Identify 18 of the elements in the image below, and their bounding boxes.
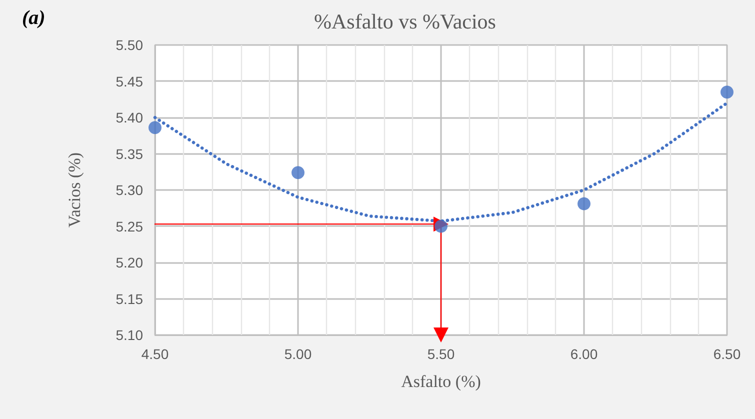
x-tick-label: 6.50 bbox=[713, 346, 741, 362]
y-tick-label: 5.50 bbox=[116, 37, 144, 53]
y-tick-label: 5.40 bbox=[116, 110, 144, 126]
y-tick-label: 5.15 bbox=[116, 290, 144, 307]
y-tick-label: 5.10 bbox=[116, 327, 144, 343]
x-tick-label: 5.50 bbox=[427, 346, 455, 362]
y-tick-label: 5.35 bbox=[116, 146, 144, 162]
y-axis-title: Vacios (%) bbox=[65, 152, 84, 228]
y-tick-label: 5.25 bbox=[116, 218, 144, 234]
y-tick-label: 5.30 bbox=[116, 182, 144, 198]
y-tick-label: 5.20 bbox=[116, 254, 144, 270]
x-tick-label: 6.00 bbox=[570, 346, 598, 362]
chart-title: %Asfalto vs %Vacios bbox=[314, 10, 496, 34]
x-tick-label: 5.00 bbox=[284, 346, 312, 362]
text: (a) bbox=[22, 7, 46, 29]
y-tick-label: 5.45 bbox=[116, 73, 144, 90]
x-axis-title: Asfalto (%) bbox=[401, 372, 481, 391]
x-tick-label: 4.50 bbox=[141, 346, 169, 362]
